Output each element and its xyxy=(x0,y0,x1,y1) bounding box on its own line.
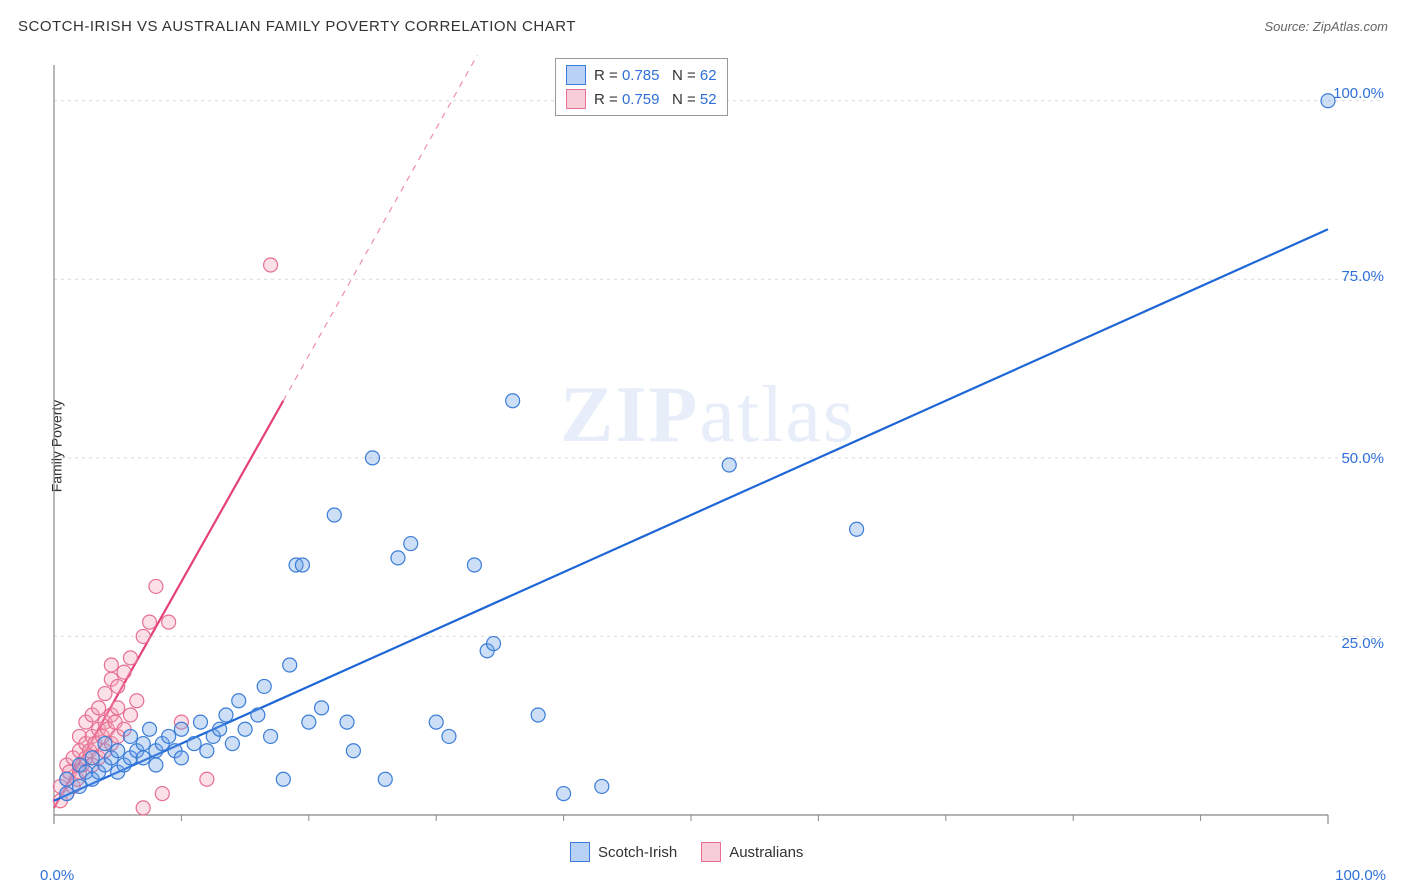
correlation-legend: R = 0.785 N = 62 R = 0.759 N = 52 xyxy=(555,58,728,116)
legend-label: Australians xyxy=(729,844,803,861)
swatch-icon xyxy=(701,842,721,862)
x-tick-label: 0.0% xyxy=(40,867,74,884)
series-legend: Scotch-Irish Australians xyxy=(570,842,803,862)
source-attribution: Source: ZipAtlas.com xyxy=(1264,19,1388,34)
r-value-label: R = 0.785 N = 62 xyxy=(594,67,717,84)
r-value-label: R = 0.759 N = 52 xyxy=(594,91,717,108)
y-tick-label: 75.0% xyxy=(1341,268,1384,285)
chart-area xyxy=(48,55,1388,825)
swatch-icon xyxy=(570,842,590,862)
y-tick-label: 100.0% xyxy=(1333,85,1384,102)
legend-item-australians: Australians xyxy=(701,842,803,862)
scatter-plot xyxy=(48,55,1388,825)
swatch-icon xyxy=(566,89,586,109)
chart-header: SCOTCH-IRISH VS AUSTRALIAN FAMILY POVERT… xyxy=(18,18,1388,35)
x-tick-label: 100.0% xyxy=(1335,867,1386,884)
legend-label: Scotch-Irish xyxy=(598,844,677,861)
legend-item-scotch-irish: Scotch-Irish xyxy=(570,842,677,862)
swatch-icon xyxy=(566,65,586,85)
y-tick-label: 50.0% xyxy=(1341,450,1384,467)
legend-row-scotch-irish: R = 0.785 N = 62 xyxy=(566,63,717,87)
y-tick-label: 25.0% xyxy=(1341,635,1384,652)
legend-row-australians: R = 0.759 N = 52 xyxy=(566,87,717,111)
chart-title: SCOTCH-IRISH VS AUSTRALIAN FAMILY POVERT… xyxy=(18,18,576,35)
